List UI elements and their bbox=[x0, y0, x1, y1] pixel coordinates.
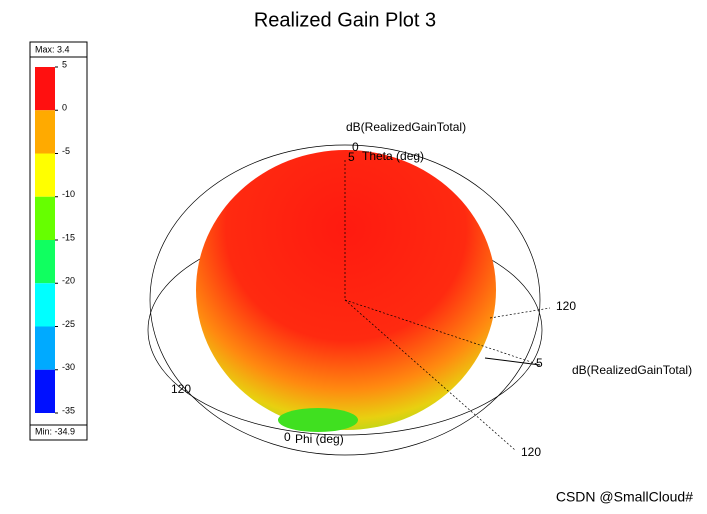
colorbar-band bbox=[35, 196, 55, 240]
colorbar-min: Min: -34.9 bbox=[35, 426, 75, 436]
colorbar-band bbox=[35, 283, 55, 327]
colorbar-band bbox=[35, 153, 55, 197]
colorbar-tick-label: -10 bbox=[62, 189, 75, 199]
colorbar-tick-label: 0 bbox=[62, 103, 67, 113]
axis-line bbox=[344, 299, 516, 451]
colorbar-tick-label: -20 bbox=[62, 276, 75, 286]
colorbar-tick-label: -15 bbox=[62, 232, 75, 242]
colorbar-band bbox=[35, 240, 55, 284]
axis-annotation: 120 bbox=[171, 382, 191, 396]
axis-line bbox=[489, 307, 551, 319]
axis-annotation: 0 bbox=[284, 430, 291, 444]
axis-annotation: Phi (deg) bbox=[295, 432, 344, 446]
colorbar-tick-label: -35 bbox=[62, 405, 75, 415]
axis-annotation: 5 bbox=[536, 356, 543, 370]
theta-ring bbox=[149, 144, 541, 456]
colorbar-tick-label: -30 bbox=[62, 362, 75, 372]
axis-annotation: 5 bbox=[348, 150, 355, 164]
gain-lobe bbox=[278, 408, 358, 432]
colorbar-band bbox=[35, 110, 55, 154]
axis-annotation: dB(RealizedGainTotal) bbox=[346, 120, 466, 134]
colorbar-tick-label: 5 bbox=[62, 59, 67, 69]
axis-annotation: 120 bbox=[521, 445, 541, 459]
chart-title: Realized Gain Plot 3 bbox=[254, 9, 436, 31]
colorbar-tick-label: -5 bbox=[62, 146, 70, 156]
axis-annotation: Theta (deg) bbox=[362, 149, 424, 163]
colorbar-band bbox=[35, 67, 55, 111]
colorbar-band bbox=[35, 369, 55, 413]
axis-annotation: 0 bbox=[352, 140, 359, 154]
axis-line bbox=[484, 357, 541, 366]
colorbar-tick-label: -25 bbox=[62, 319, 75, 329]
gain-pattern bbox=[196, 150, 496, 430]
colorbar-max: Max: 3.4 bbox=[35, 44, 70, 54]
colorbar-band bbox=[35, 326, 55, 370]
axis-annotation: dB(RealizedGainTotal) bbox=[572, 363, 692, 377]
axis-annotation: 120 bbox=[556, 299, 576, 313]
watermark: CSDN @SmallCloud# bbox=[556, 489, 693, 505]
